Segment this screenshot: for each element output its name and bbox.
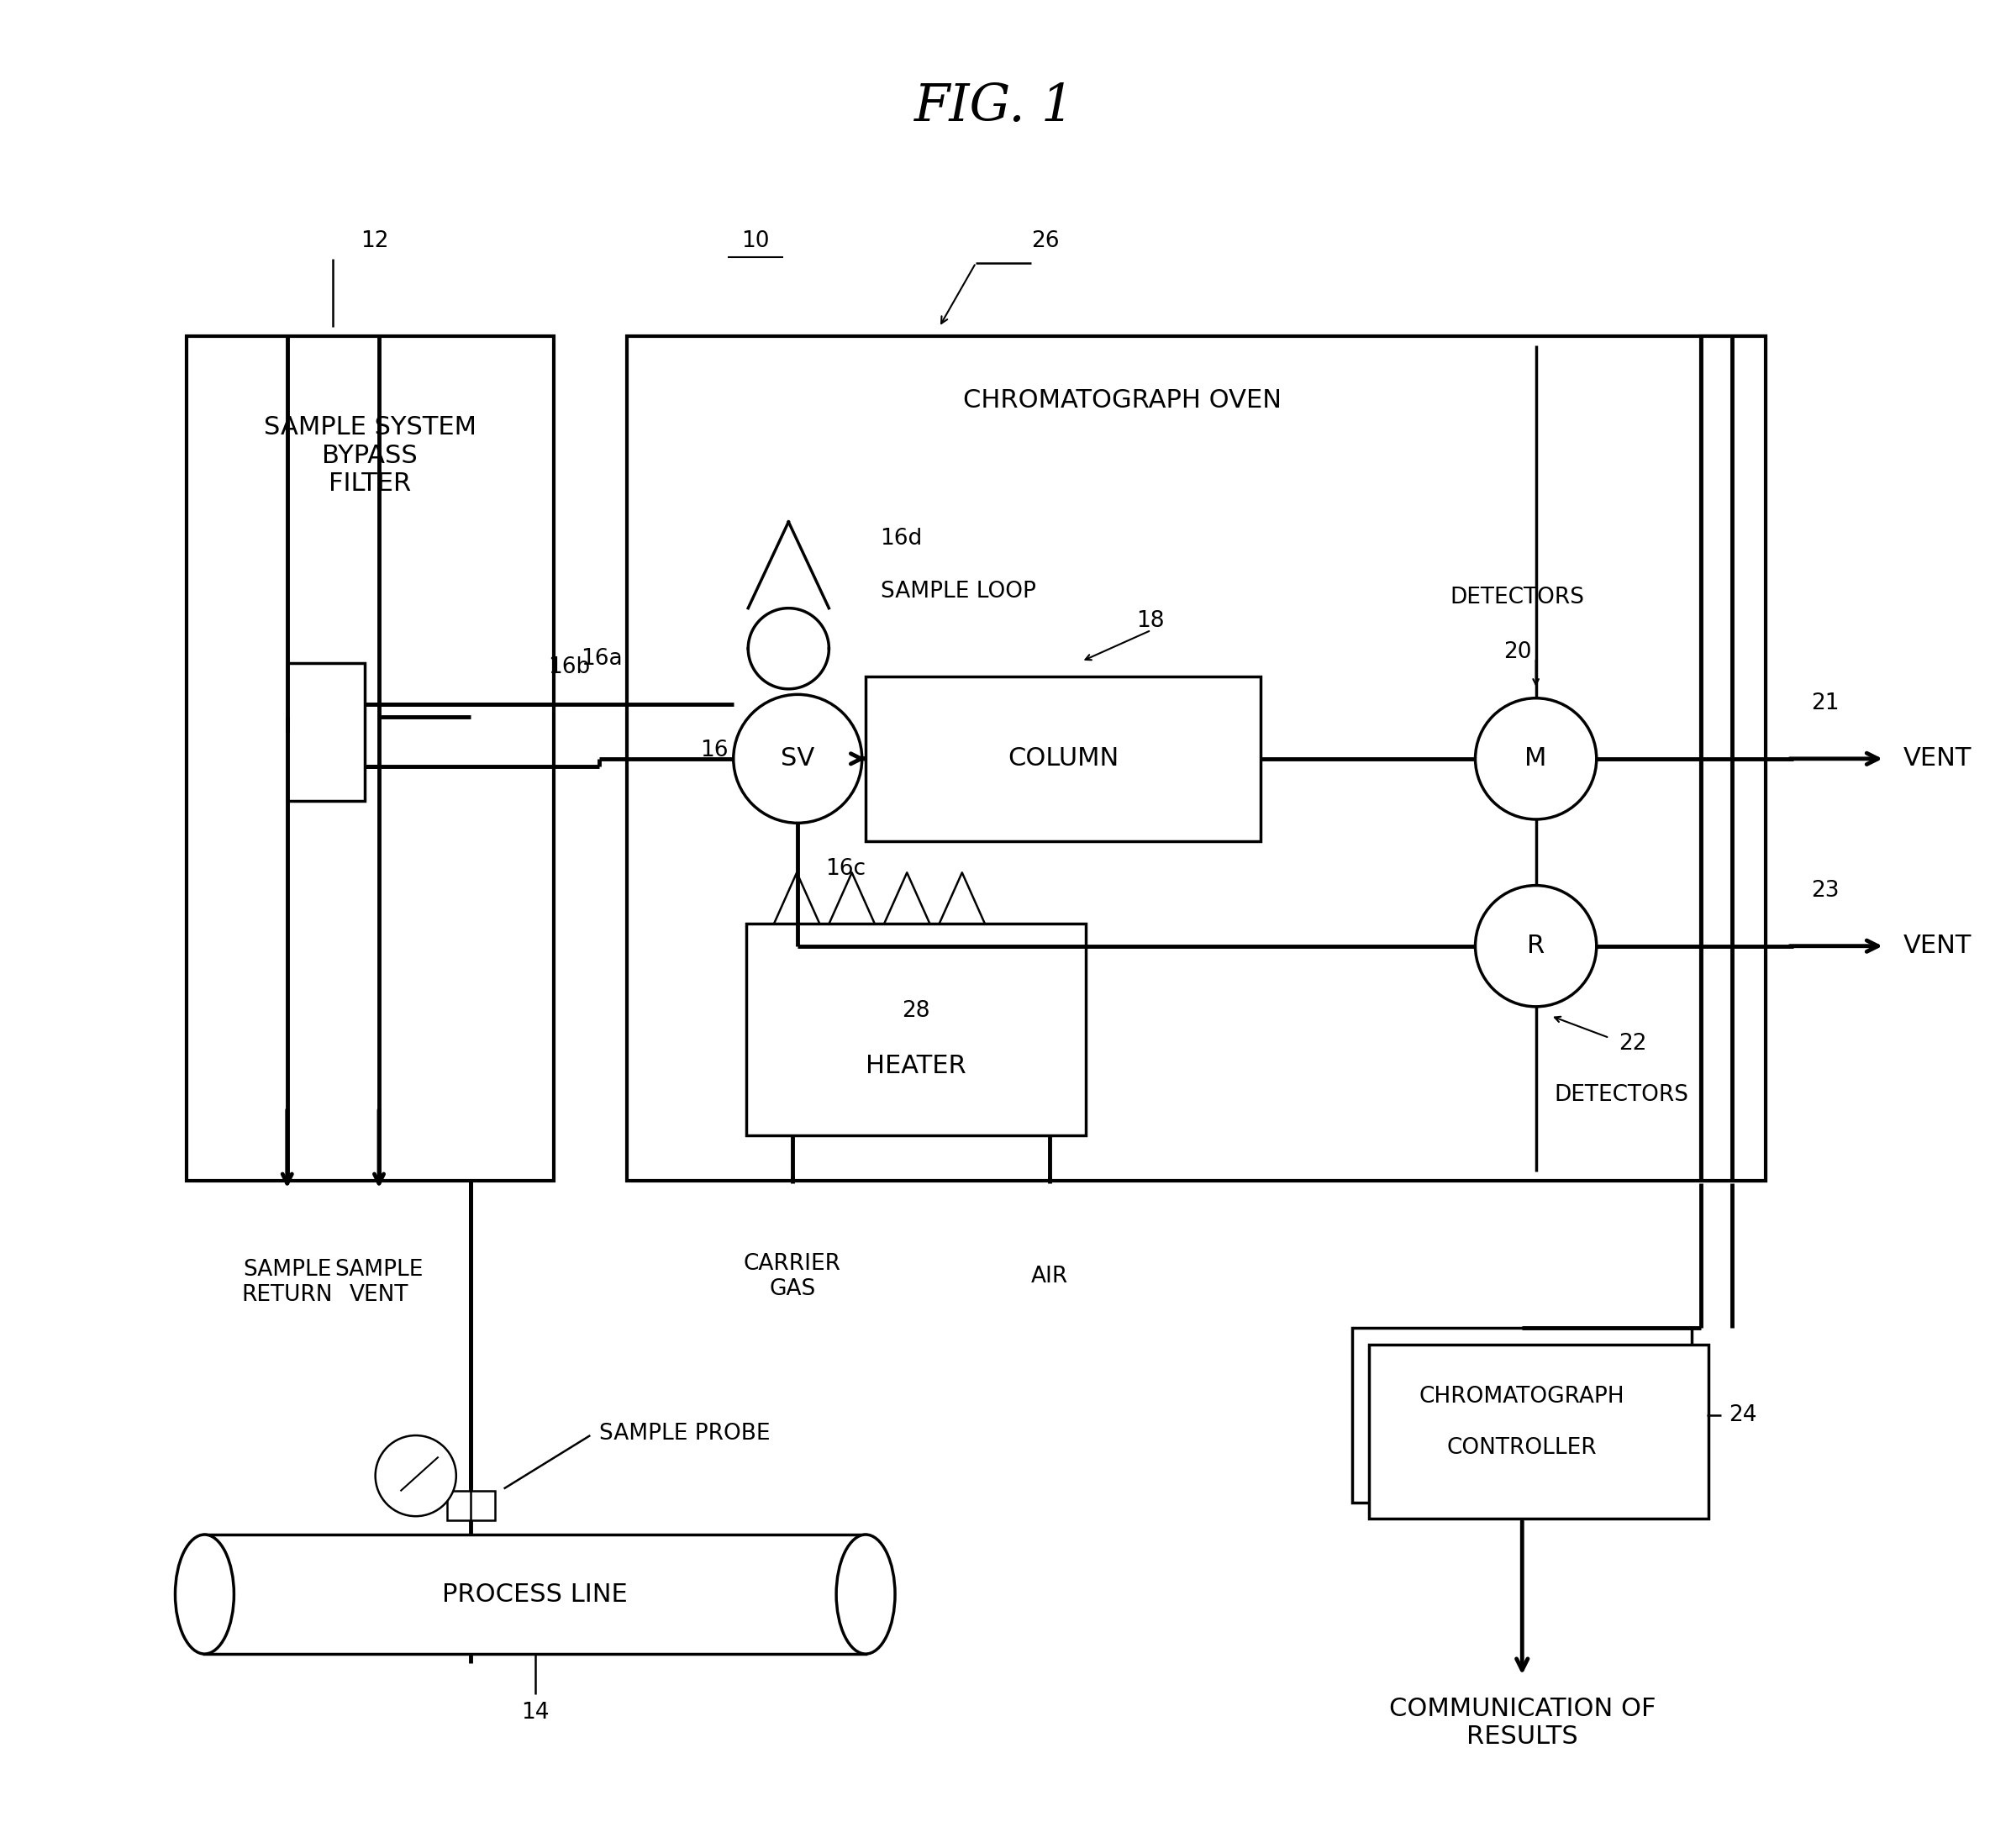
Text: VENT: VENT: [1902, 933, 1972, 959]
Bar: [746, 924, 1087, 1135]
Text: 16b: 16b: [547, 656, 591, 678]
Bar: [287, 663, 364, 800]
Text: DETECTORS: DETECTORS: [1554, 1085, 1690, 1105]
Bar: [1701, 336, 1765, 1181]
Bar: [448, 1491, 496, 1519]
Text: 28: 28: [901, 1000, 929, 1022]
Text: 23: 23: [1811, 880, 1839, 902]
Bar: [627, 336, 1765, 1181]
Circle shape: [1475, 699, 1596, 819]
Text: 16c: 16c: [826, 857, 866, 880]
Text: R: R: [1526, 933, 1544, 959]
Text: CARRIER
GAS: CARRIER GAS: [744, 1253, 842, 1301]
Bar: [1353, 1329, 1691, 1502]
Text: AIR: AIR: [1031, 1266, 1069, 1288]
Text: 16: 16: [700, 739, 728, 761]
Ellipse shape: [836, 1534, 895, 1654]
Text: M: M: [1524, 747, 1546, 771]
Bar: [866, 676, 1260, 841]
Text: CHROMATOGRAPH OVEN: CHROMATOGRAPH OVEN: [963, 388, 1282, 412]
Text: CONTROLLER: CONTROLLER: [1447, 1438, 1598, 1460]
Text: SAMPLE PROBE: SAMPLE PROBE: [599, 1423, 770, 1445]
Text: 22: 22: [1618, 1033, 1646, 1055]
Circle shape: [1475, 885, 1596, 1007]
Text: VENT: VENT: [1902, 747, 1972, 771]
Text: 16d: 16d: [880, 527, 923, 549]
Text: 16a: 16a: [581, 649, 623, 669]
Text: 21: 21: [1811, 693, 1839, 715]
Text: 20: 20: [1504, 641, 1532, 663]
Text: 26: 26: [1031, 229, 1059, 251]
Text: SAMPLE
RETURN: SAMPLE RETURN: [241, 1258, 332, 1307]
Text: HEATER: HEATER: [866, 1053, 967, 1079]
Text: PROCESS LINE: PROCESS LINE: [442, 1582, 629, 1606]
Text: FIG. 1: FIG. 1: [913, 81, 1075, 131]
Text: 12: 12: [360, 229, 388, 251]
Text: SAMPLE LOOP: SAMPLE LOOP: [880, 580, 1035, 602]
Text: 18: 18: [1136, 610, 1164, 632]
Ellipse shape: [175, 1534, 235, 1654]
Text: 10: 10: [742, 229, 770, 251]
Circle shape: [734, 695, 862, 822]
Bar: [1369, 1345, 1709, 1519]
Text: DETECTORS: DETECTORS: [1451, 586, 1584, 608]
Text: SAMPLE
VENT: SAMPLE VENT: [334, 1258, 424, 1307]
Text: 24: 24: [1729, 1404, 1757, 1427]
Text: SAMPLE SYSTEM
BYPASS
FILTER: SAMPLE SYSTEM BYPASS FILTER: [263, 416, 476, 495]
Circle shape: [376, 1436, 456, 1515]
Text: COLUMN: COLUMN: [1007, 747, 1118, 771]
Bar: [205, 1534, 866, 1654]
Text: 14: 14: [521, 1702, 549, 1724]
Bar: [187, 336, 553, 1181]
Text: COMMUNICATION OF
RESULTS: COMMUNICATION OF RESULTS: [1389, 1696, 1656, 1748]
Text: SV: SV: [780, 747, 814, 771]
Text: CHROMATOGRAPH: CHROMATOGRAPH: [1419, 1386, 1626, 1408]
